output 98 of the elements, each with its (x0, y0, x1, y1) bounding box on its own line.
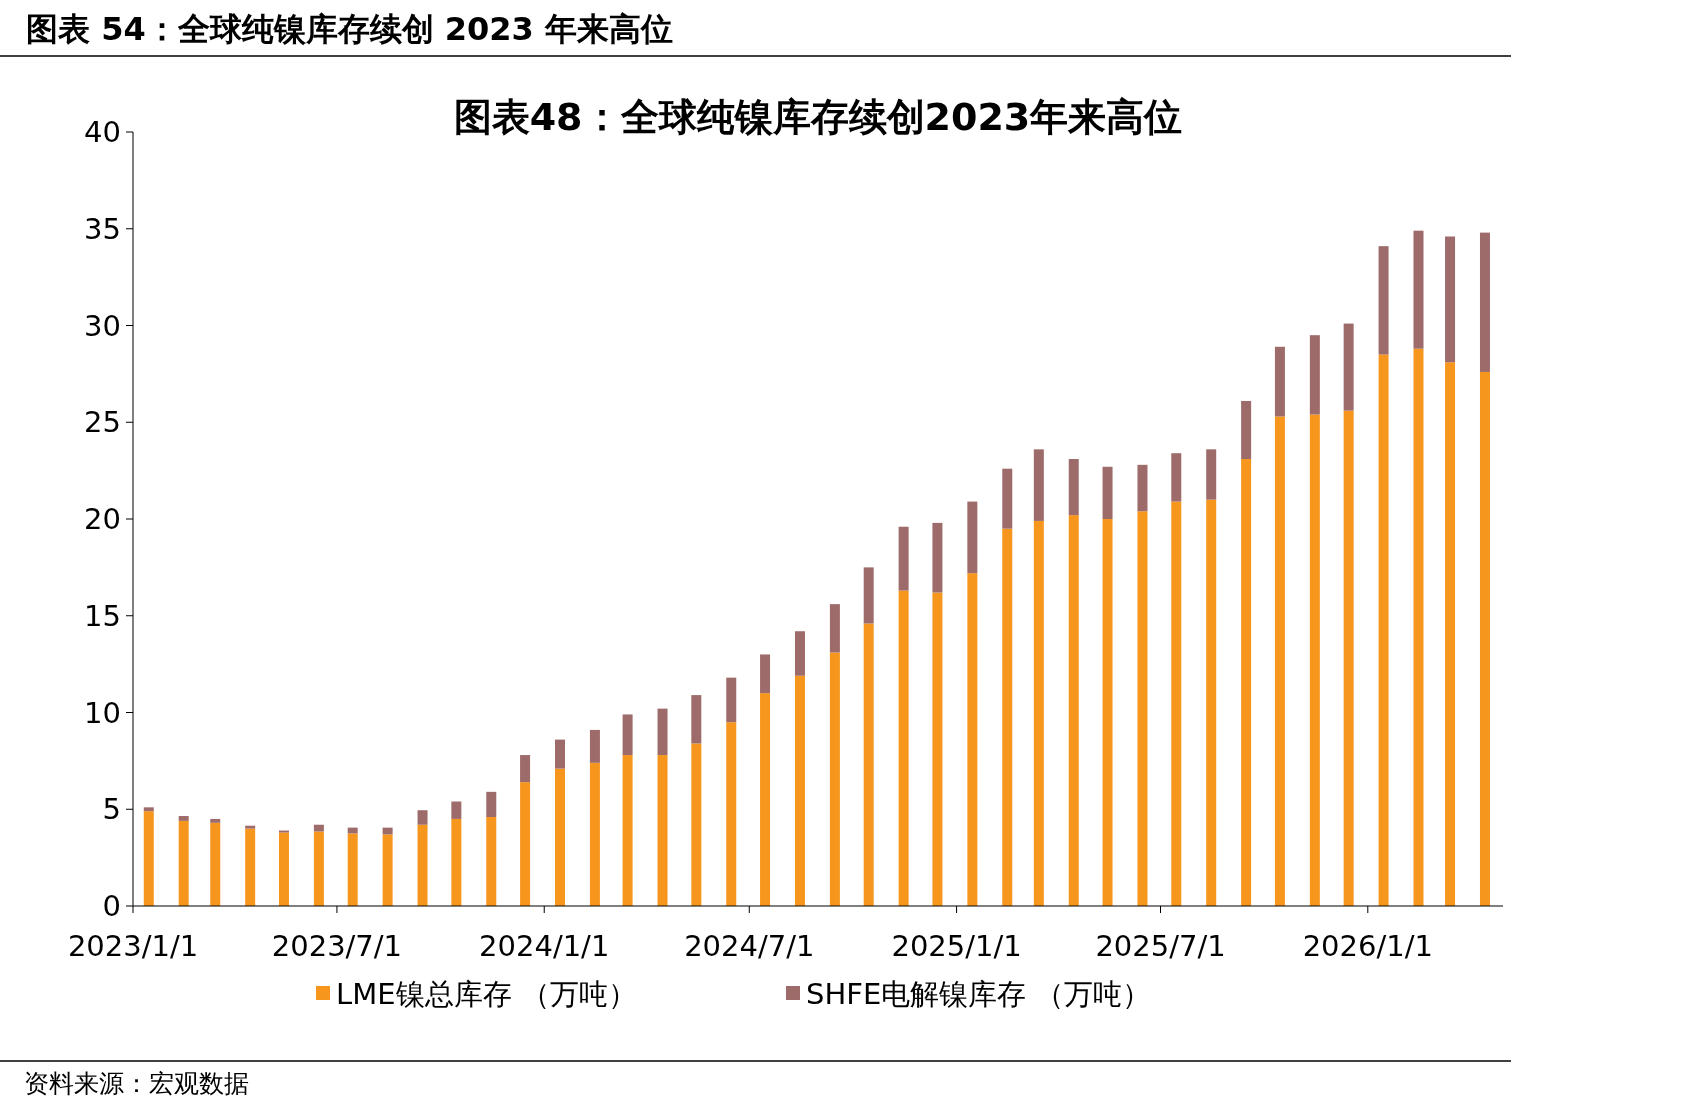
bar (898, 526, 909, 591)
bar (1274, 416, 1285, 906)
bar (555, 768, 565, 906)
bar (589, 729, 600, 763)
bar (555, 739, 565, 769)
chart-subtitle: 图表48：全球纯镍库存续创2023年来高位 (453, 95, 1183, 139)
bar (589, 762, 600, 906)
bar (1413, 348, 1424, 906)
x-tick-label: 2023/7/1 (271, 929, 403, 963)
x-tick-label: 2025/1/1 (891, 929, 1022, 963)
bar (622, 755, 633, 906)
bar (657, 755, 668, 906)
bar (313, 831, 324, 906)
y-tick-label: 15 (84, 598, 121, 633)
bar (313, 824, 324, 832)
bar (1378, 354, 1389, 906)
bar (143, 811, 154, 906)
bar (245, 825, 256, 829)
x-tick-label: 2026/1/1 (1302, 929, 1433, 963)
y-tick-label: 25 (84, 405, 121, 440)
bar (760, 654, 771, 694)
bar (520, 782, 531, 906)
bar (1309, 335, 1320, 415)
bar (932, 592, 943, 906)
bar (486, 791, 497, 817)
bar (1102, 519, 1113, 906)
bar (863, 567, 874, 624)
bar (520, 755, 531, 783)
bar (1206, 449, 1217, 500)
bar (1171, 453, 1182, 502)
bar (1378, 246, 1389, 355)
x-tick-label: 2024/1/1 (479, 929, 610, 963)
bar (622, 714, 633, 756)
bar (967, 573, 978, 906)
x-tick-label: 2024/7/1 (684, 929, 815, 963)
bar (691, 695, 702, 744)
legend-label: SHFE电解镍库存 （万吨） (806, 977, 1152, 1011)
text: 资料来源：宏观数据 (24, 1069, 249, 1098)
bar (1479, 371, 1490, 906)
bar (210, 818, 221, 823)
y-tick-label: 0 (102, 889, 121, 924)
bar (794, 631, 805, 676)
bar (1309, 414, 1320, 906)
bar (1274, 346, 1285, 417)
bar (829, 604, 840, 653)
bar (347, 833, 358, 906)
y-tick-label: 35 (84, 211, 121, 246)
bar (486, 816, 497, 906)
bar (1068, 515, 1079, 906)
bar (863, 623, 874, 906)
bar (382, 834, 393, 906)
bar (1002, 528, 1013, 906)
y-tick-label: 30 (84, 308, 121, 343)
bar (898, 590, 909, 906)
bar (1002, 468, 1013, 529)
bar (1102, 466, 1113, 519)
bar (1033, 449, 1044, 521)
bar (760, 693, 771, 906)
chart-title: 图表 54：全球纯镍库存续创 2023 年来高位 (26, 10, 674, 48)
y-tick-label: 5 (102, 792, 121, 827)
bar (1068, 459, 1079, 516)
y-tick-label: 10 (84, 695, 121, 730)
bar (451, 801, 462, 819)
bar (1445, 362, 1456, 906)
bar (1343, 410, 1354, 906)
x-tick-label: 2023/1/1 (67, 929, 199, 963)
bar (726, 722, 737, 906)
bar (1479, 232, 1490, 372)
bar (1033, 520, 1044, 906)
bar (417, 810, 428, 825)
bar (143, 807, 154, 812)
bar (794, 675, 805, 906)
bar (1171, 501, 1182, 906)
bar (245, 828, 256, 906)
bar (829, 652, 840, 906)
bar (1137, 464, 1148, 512)
x-tick-label: 2025/7/1 (1095, 929, 1226, 963)
bar (932, 522, 943, 593)
bar (967, 501, 978, 574)
bar (726, 677, 737, 723)
bar (1137, 511, 1148, 906)
bar (1343, 323, 1354, 411)
y-tick-label: 20 (84, 502, 121, 537)
bar (1241, 400, 1252, 460)
bar (278, 832, 289, 906)
legend-label: LME镍总库存 （万吨） (336, 977, 637, 1011)
bar (451, 818, 462, 906)
bar (1241, 459, 1252, 906)
bar (691, 743, 702, 906)
bar (1445, 236, 1456, 363)
bar (657, 708, 668, 756)
bar (1206, 499, 1217, 906)
bar (178, 820, 189, 906)
bar (1413, 230, 1424, 349)
bar (210, 822, 221, 906)
bar (417, 824, 428, 906)
bar (178, 816, 189, 821)
y-tick-label: 40 (84, 115, 121, 150)
